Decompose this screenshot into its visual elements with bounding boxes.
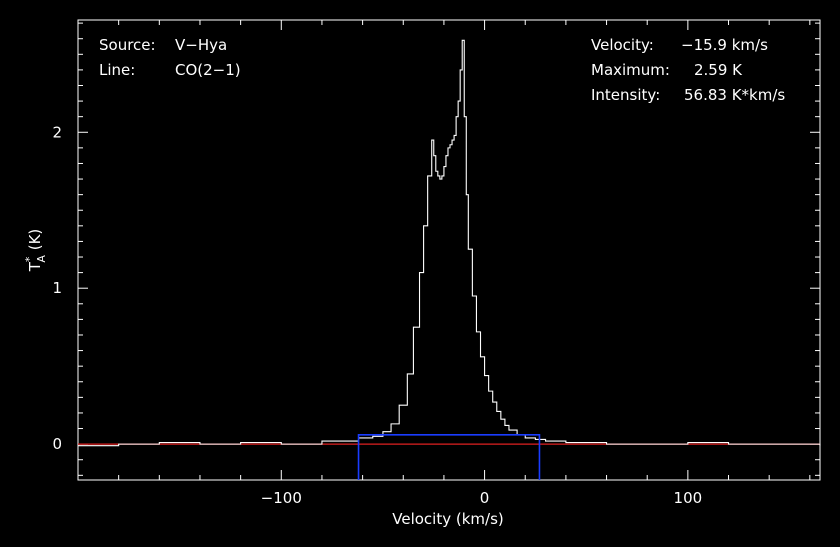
x-tick-label: 0	[480, 489, 490, 507]
x-axis-label: Velocity (km/s)	[392, 510, 503, 528]
source-value: V−Hya	[175, 36, 227, 54]
y-axis-label-sub: A	[35, 255, 48, 263]
velocity-label: Velocity:	[591, 36, 654, 54]
y-axis-label-sup: *	[23, 256, 36, 262]
x-tick-label: 100	[674, 489, 703, 507]
source-label: Source:	[99, 36, 156, 54]
x-tick-label: −100	[261, 489, 302, 507]
plot-frame	[77, 19, 821, 481]
y-tick-label: 2	[52, 123, 62, 141]
y-tick-label: 0	[52, 435, 62, 453]
maximum-label: Maximum:	[591, 61, 670, 79]
integration-window-box	[357, 433, 541, 480]
y-tick-label: 1	[52, 279, 62, 297]
axis-ticks	[78, 20, 820, 480]
intensity-value: 56.83 K*km/s	[684, 86, 785, 104]
line-value: CO(2−1)	[175, 61, 241, 79]
line-label: Line:	[99, 61, 135, 79]
velocity-value: −15.9 km/s	[681, 36, 768, 54]
maximum-value: 2.59 K	[694, 61, 743, 79]
axis-tick-labels: −100 0 100 0 1 2	[52, 123, 702, 507]
y-axis-label-unit: (K)	[26, 229, 44, 255]
y-axis-label: T*A (K)	[23, 229, 48, 273]
y-axis-label-main: T	[26, 261, 44, 272]
intensity-label: Intensity:	[591, 86, 660, 104]
